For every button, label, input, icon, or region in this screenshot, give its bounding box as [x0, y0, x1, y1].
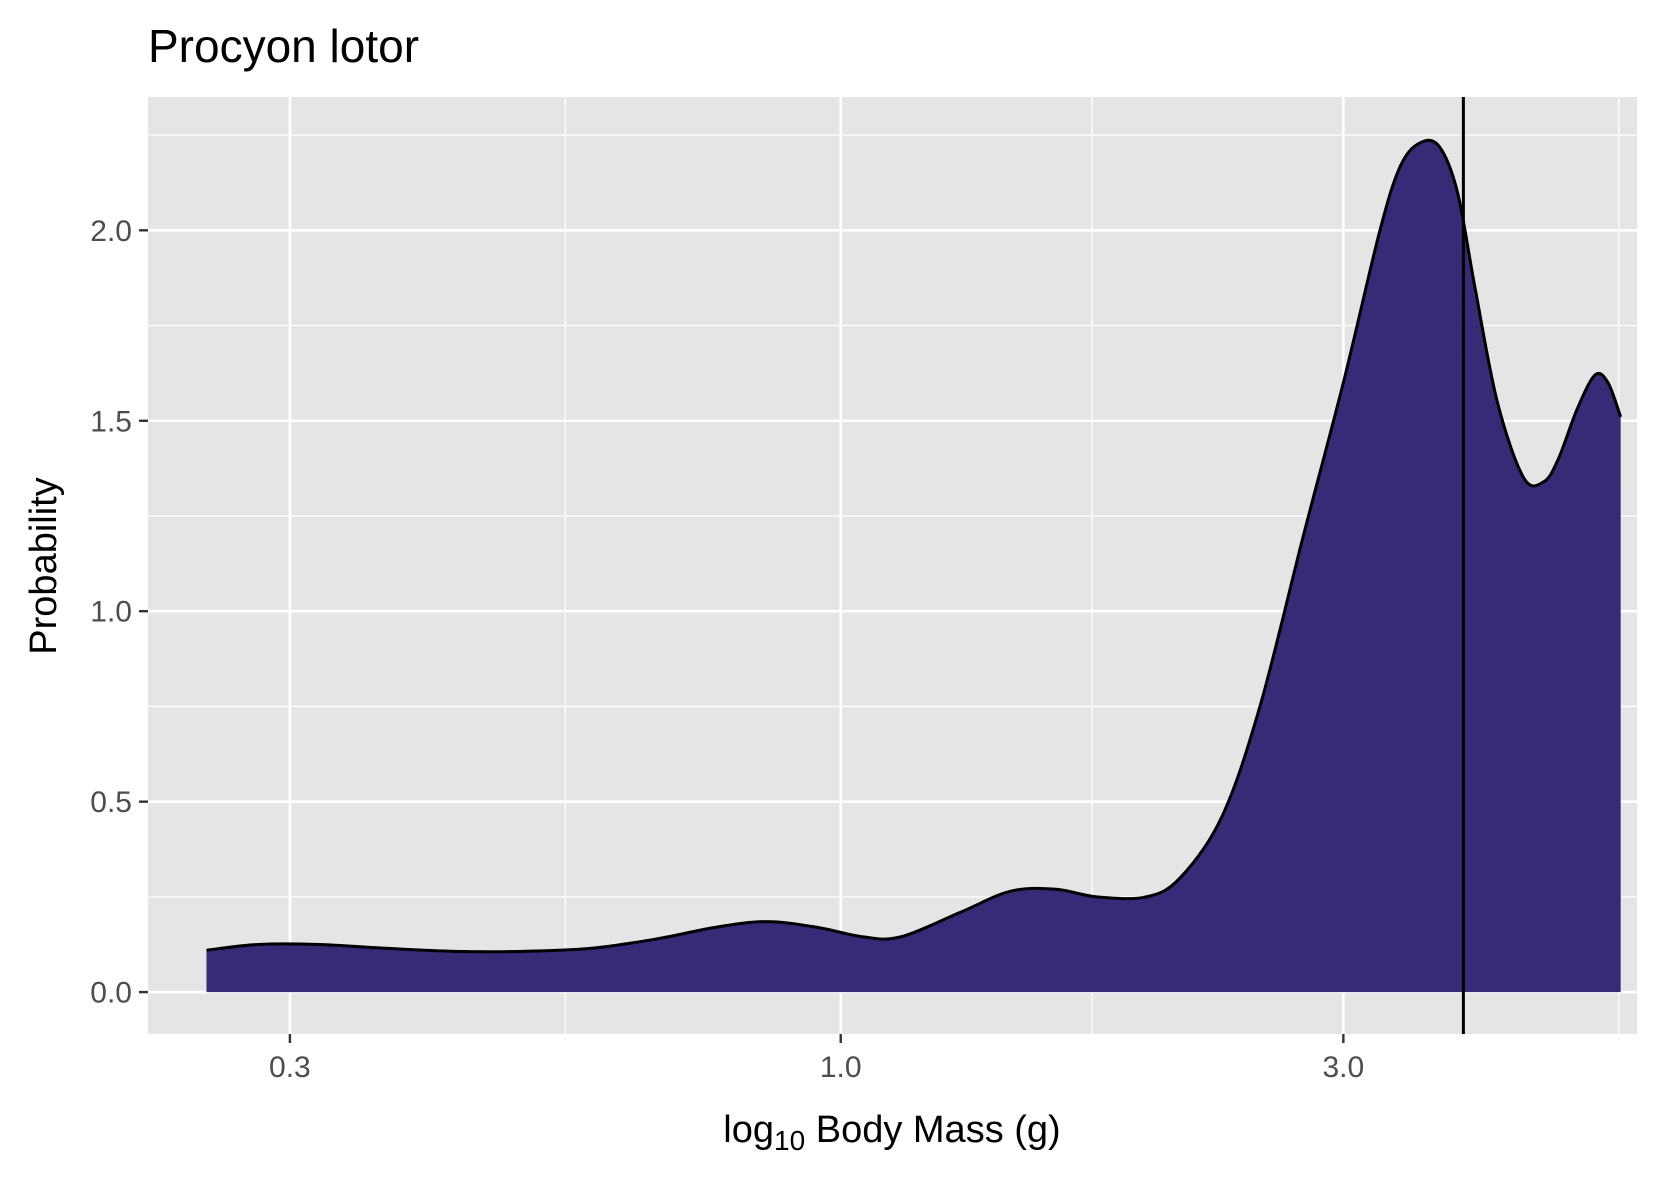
y-axis-title: Probability	[23, 477, 65, 654]
y-tick-label: 1.5	[90, 405, 132, 438]
y-tick-label: 1.0	[90, 596, 132, 629]
y-tick-label: 0.0	[90, 977, 132, 1010]
x-axis-title-base: log	[723, 1109, 774, 1151]
density-area	[206, 140, 1621, 993]
x-axis-title-rest: Body Mass (g)	[805, 1109, 1061, 1151]
y-tick-label: 0.5	[90, 786, 132, 819]
x-axis: 0.3 1.0 3.0	[269, 1034, 1364, 1084]
y-axis: 0.0 0.5 1.0 1.5 2.0	[90, 215, 148, 1010]
chart-title: Procyon lotor	[148, 20, 419, 72]
x-tick-label: 1.0	[820, 1051, 862, 1084]
density-curve	[206, 138, 1623, 954]
x-axis-title: log10 Body Mass (g)	[723, 1109, 1060, 1156]
x-tick-label: 3.0	[1322, 1051, 1364, 1084]
x-axis-title-subscript: 10	[774, 1125, 805, 1156]
y-tick-label: 2.0	[90, 215, 132, 248]
x-tick-label: 0.3	[269, 1051, 311, 1084]
